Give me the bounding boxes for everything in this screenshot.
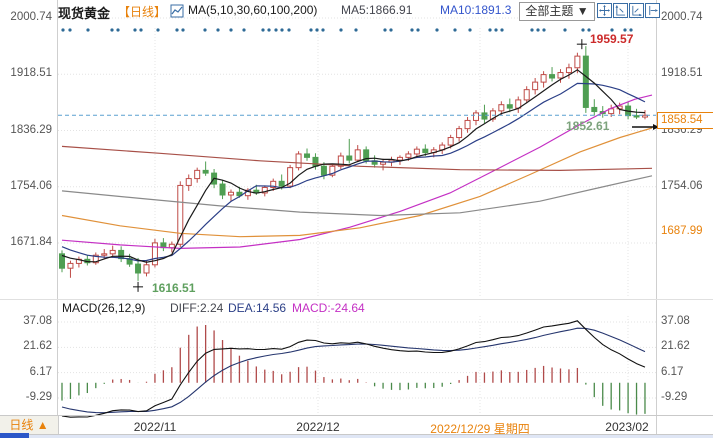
tab-daily[interactable]: 日线 ▲ bbox=[0, 416, 59, 434]
price-tick-label: 2000.74 bbox=[661, 11, 703, 23]
ma-lines bbox=[61, 69, 653, 263]
shift-right-icon[interactable] bbox=[645, 3, 660, 18]
x-axis-scale-icon[interactable] bbox=[629, 3, 644, 18]
crosshair-icon[interactable] bbox=[597, 3, 612, 18]
time-axis-label: 2023/02 bbox=[605, 420, 649, 434]
macd-tick-label: 6.17 bbox=[661, 365, 684, 378]
time-axis-bar bbox=[0, 415, 713, 436]
price-tick-label: 2000.74 bbox=[10, 11, 52, 23]
symbol-title: 现货黄金 bbox=[58, 6, 111, 21]
price-tick-label: 1754.06 bbox=[661, 179, 703, 192]
macd-dea-value: DEA:14.56 bbox=[228, 301, 287, 315]
macd-tick-label: 37.08 bbox=[661, 315, 690, 327]
macd-tick-label: -9.29 bbox=[661, 391, 688, 403]
macd-diff-value: DIFF:2.24 bbox=[170, 301, 224, 315]
time-axis-label: 2022/11 bbox=[133, 420, 177, 434]
chart-type-icon[interactable] bbox=[170, 4, 184, 21]
ma5-value: MA5:1866.91 bbox=[341, 3, 413, 17]
macd-value: MACD:-24.64 bbox=[292, 301, 365, 315]
theme-dropdown[interactable]: 全部主题 ▼ bbox=[519, 2, 595, 21]
macd-panel bbox=[61, 320, 646, 418]
period-tag: 【日线】 bbox=[118, 5, 167, 19]
price-tick-label: 1836.29 bbox=[10, 123, 52, 136]
macd-params-label: MACD(26,12,9) bbox=[62, 301, 146, 315]
macd-tick-label: 21.62 bbox=[23, 340, 52, 353]
y-axis-scale-icon[interactable] bbox=[613, 3, 628, 18]
macd-tick-label: 6.17 bbox=[29, 365, 52, 378]
h-scrollbar-thumb[interactable] bbox=[0, 433, 29, 438]
macd-tick-label: 37.08 bbox=[23, 315, 52, 327]
time-axis-label: 2022/12 bbox=[296, 420, 340, 434]
macd-tick-label: 21.62 bbox=[661, 340, 690, 353]
current-price-badge: 1858.54 bbox=[657, 112, 713, 130]
price-tick-label: 1671.84 bbox=[10, 236, 52, 248]
bottom-edge bbox=[0, 435, 713, 438]
bottom-separator bbox=[0, 434, 713, 435]
ma10-value: MA10:1891.3 bbox=[440, 3, 512, 17]
macd-tick-label: -9.29 bbox=[25, 391, 52, 403]
highest-price-label: 1959.57 bbox=[590, 32, 634, 46]
price-tick-label: 1687.99 bbox=[661, 224, 703, 237]
lowest-price-label: 1616.51 bbox=[152, 281, 196, 295]
time-axis-label: 2022/12/29 星期四 bbox=[430, 422, 530, 436]
ma-settings-label: MA(5,10,30,60,100,200) bbox=[188, 3, 318, 17]
recent-low-label: 1852.61 bbox=[566, 119, 610, 133]
event-dots bbox=[61, 28, 633, 32]
price-tick-label: 1754.06 bbox=[10, 179, 52, 192]
price-tick-label: 1918.51 bbox=[10, 67, 52, 80]
price-tick-label: 1918.51 bbox=[661, 67, 703, 80]
